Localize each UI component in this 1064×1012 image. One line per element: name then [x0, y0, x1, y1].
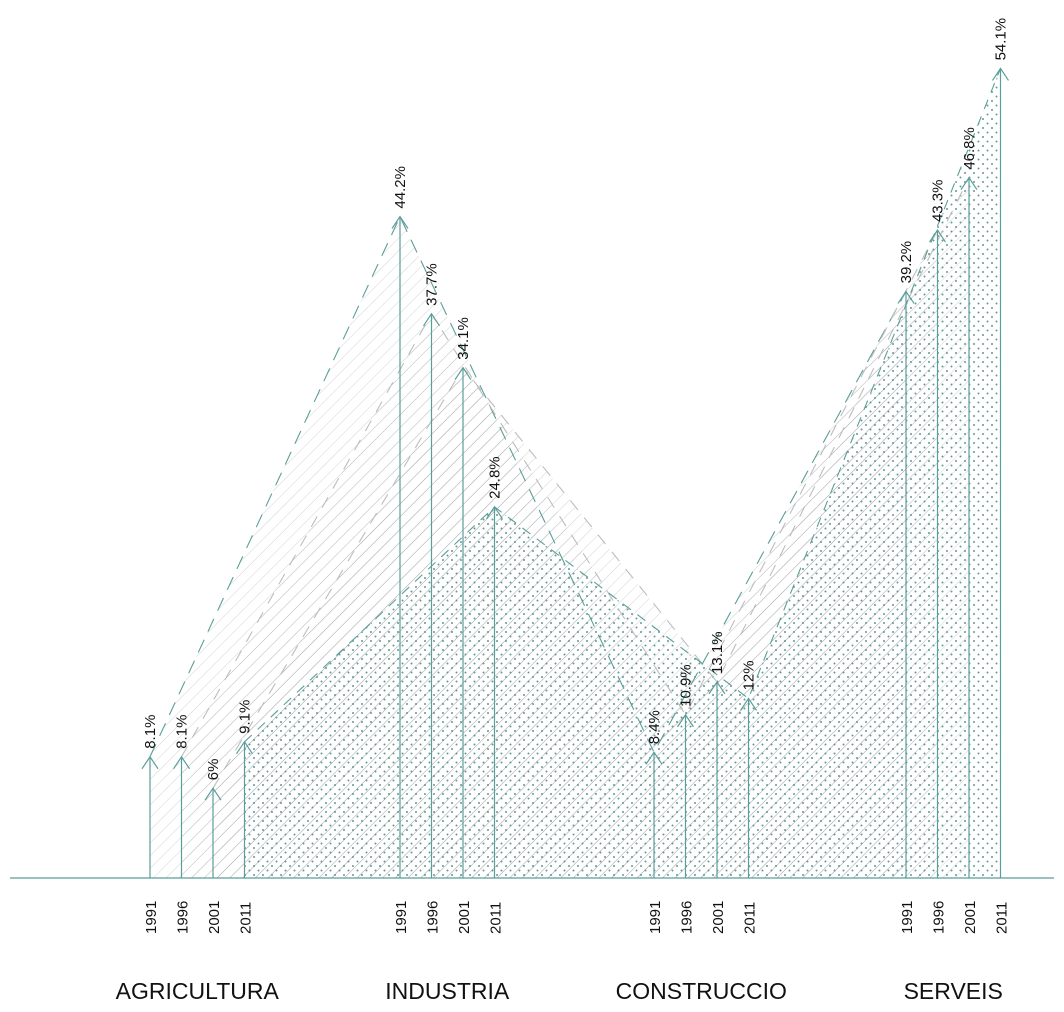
year-tick-label: 1991: [899, 901, 916, 934]
value-label: 13.1%: [709, 631, 726, 674]
value-label: 12%: [741, 660, 758, 690]
category-label: AGRICULTURA: [116, 978, 280, 1004]
value-tip: [740, 697, 757, 711]
trend-line-1996: [181, 229, 938, 758]
value-label: 8.1%: [174, 715, 191, 749]
value-label: 8.1%: [142, 715, 159, 749]
value-label: 43.3%: [930, 179, 947, 222]
value-tip: [960, 176, 978, 191]
value-tip: [391, 215, 409, 229]
value-tip: [236, 740, 253, 755]
value-tip: [929, 228, 946, 243]
trend-line-2001: [212, 177, 970, 789]
value-label: 6%: [205, 759, 222, 781]
year-tick-label: 2001: [206, 901, 223, 934]
year-tick-label: 2001: [710, 901, 727, 934]
value-label: 24.8%: [487, 456, 504, 499]
year-tick-label: 1996: [679, 901, 696, 934]
year-tick-label: 2011: [742, 902, 759, 934]
trend-line-2011: [244, 68, 1002, 743]
value-label: 37.7%: [424, 263, 441, 306]
trend-line-1991: [149, 215, 907, 758]
category-label: INDUSTRIA: [385, 978, 510, 1004]
value-label: 10.9%: [678, 664, 695, 707]
value-label: 8.4%: [646, 710, 663, 744]
value-label: 9.1%: [237, 700, 254, 734]
value-tip: [423, 312, 440, 327]
category-label: SERVEIS: [904, 978, 1003, 1004]
value-tip: [486, 505, 503, 520]
value-tip: [708, 680, 726, 695]
year-tick-label: 2001: [456, 901, 473, 934]
year-tick-label: 2001: [962, 901, 979, 934]
year-tick-label: 1996: [175, 901, 192, 934]
value-label: 46.8%: [961, 127, 978, 170]
value-tip: [645, 751, 663, 765]
year-tick-label: 2011: [994, 902, 1011, 934]
value-tip: [173, 755, 190, 770]
value-label: 39.2%: [898, 241, 915, 284]
year-tick-label: 1996: [931, 901, 948, 934]
year-tick-label: 1996: [425, 901, 442, 934]
year-tick-label: 2011: [238, 902, 255, 934]
year-tick-label: 1991: [647, 901, 664, 934]
area-2011: [244, 68, 1001, 879]
value-label: 44.2%: [392, 166, 409, 209]
value-tip: [454, 366, 472, 381]
value-label: 34.1%: [455, 317, 472, 360]
value-tip: [897, 290, 915, 304]
category-label: CONSTRUCCIO: [616, 978, 787, 1004]
value-tip: [992, 67, 1009, 81]
year-tick-label: 1991: [393, 901, 410, 934]
year-tick-label: 2011: [488, 902, 505, 934]
value-tip: [141, 755, 159, 770]
value-tip: [677, 713, 694, 728]
year-tick-label: 1991: [143, 901, 160, 934]
value-label: 54.1%: [993, 18, 1010, 61]
value-tip: [204, 787, 222, 801]
